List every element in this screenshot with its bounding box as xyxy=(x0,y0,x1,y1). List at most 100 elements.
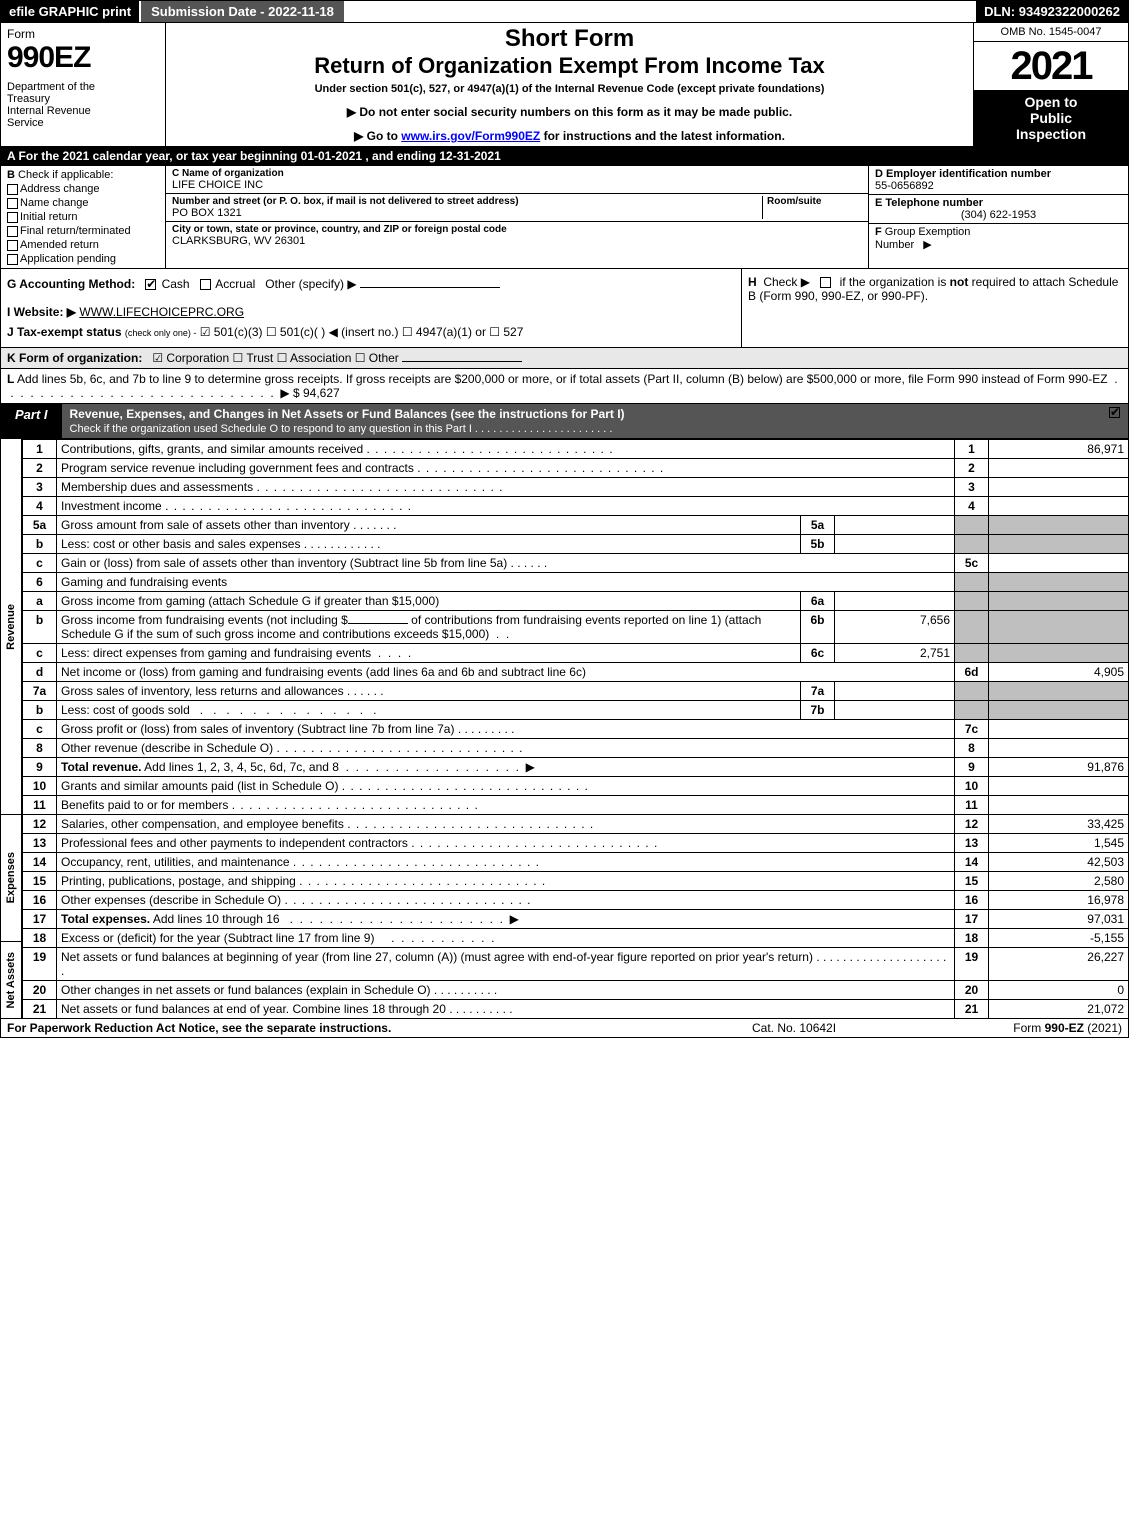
row-gh: G Accounting Method: Cash Accrual Other … xyxy=(0,269,1129,348)
phone-label: E Telephone number xyxy=(875,197,1122,209)
table-row: 17Total expenses. Add lines 10 through 1… xyxy=(23,910,1129,929)
col-b: B Check if applicable: Address change Na… xyxy=(1,166,166,268)
city-value: CLARKSBURG, WV 26301 xyxy=(172,235,862,247)
dln-label: DLN: xyxy=(984,4,1019,19)
table-row: 6Gaming and fundraising events xyxy=(23,573,1129,592)
opt-amended-return[interactable]: Amended return xyxy=(7,239,159,251)
goto-pre: ▶ Go to xyxy=(354,129,401,143)
table-row: 4Investment income 4 xyxy=(23,497,1129,516)
ein-label: D Employer identification number xyxy=(875,168,1122,180)
checkbox-part1[interactable] xyxy=(1109,407,1120,418)
form-header: Form 990EZ Department of theTreasuryInte… xyxy=(0,23,1129,147)
table-row: 7aGross sales of inventory, less returns… xyxy=(23,682,1129,701)
checkbox-icon[interactable] xyxy=(7,254,18,265)
table-row: 5aGross amount from sale of assets other… xyxy=(23,516,1129,535)
city-label: City or town, state or province, country… xyxy=(172,224,862,235)
group-exemption-label: F Group ExemptionNumber ▶ xyxy=(875,226,1122,251)
header-center: Short Form Return of Organization Exempt… xyxy=(166,23,973,146)
ssn-note: ▶ Do not enter social security numbers o… xyxy=(174,105,965,119)
footer-right: Form 990-EZ (2021) xyxy=(952,1021,1122,1035)
h-text: Check ▶ if the organization is not requi… xyxy=(748,275,1118,303)
g-label: G Accounting Method: xyxy=(7,277,135,291)
efile-print-label[interactable]: efile GRAPHIC print xyxy=(1,1,139,22)
h-label: H xyxy=(748,275,757,289)
table-row: 1Contributions, gifts, grants, and simil… xyxy=(23,440,1129,459)
table-row: bGross income from fundraising events (n… xyxy=(23,611,1129,644)
j-label: J Tax-exempt status xyxy=(7,325,122,339)
part1-table: 1Contributions, gifts, grants, and simil… xyxy=(22,439,1129,1019)
header-right: OMB No. 1545-0047 2021 Open toPublicInsp… xyxy=(973,23,1128,146)
table-row: dNet income or (loss) from gaming and fu… xyxy=(23,663,1129,682)
goto-post: for instructions and the latest informat… xyxy=(540,129,785,143)
col-def: D Employer identification number 55-0656… xyxy=(868,166,1128,268)
table-row: 16Other expenses (describe in Schedule O… xyxy=(23,891,1129,910)
l-text: L Add lines 5b, 6c, and 7b to line 9 to … xyxy=(7,372,1118,400)
short-form-title: Short Form xyxy=(174,25,965,53)
opt-application-pending[interactable]: Application pending xyxy=(7,253,159,265)
part1-title: Revenue, Expenses, and Changes in Net As… xyxy=(62,404,1103,438)
tax-year: 2021 xyxy=(974,42,1128,90)
part1-header: Part I Revenue, Expenses, and Changes in… xyxy=(0,404,1129,439)
side-revenue: Revenue Expenses Net Assets xyxy=(0,439,22,1019)
table-row: 21Net assets or fund balances at end of … xyxy=(23,1000,1129,1019)
checkbox-h[interactable] xyxy=(820,277,831,288)
room-label: Room/suite xyxy=(767,196,862,207)
j-sub: (check only one) - xyxy=(125,328,197,338)
col-b-sub: Check if applicable: xyxy=(18,169,113,181)
header-left: Form 990EZ Department of theTreasuryInte… xyxy=(1,23,166,146)
website-value[interactable]: WWW.LIFECHOICEPRC.ORG xyxy=(79,305,244,319)
submission-date: Submission Date - 2022-11-18 xyxy=(139,1,344,22)
phone-value: (304) 622-1953 xyxy=(875,209,1122,221)
footer-cat: Cat. No. 10642I xyxy=(752,1021,952,1035)
row-k: K Form of organization: ☑ Corporation ☐ … xyxy=(0,348,1129,369)
irs-link[interactable]: www.irs.gov/Form990EZ xyxy=(401,129,540,143)
submission-date-label: Submission Date - xyxy=(151,4,268,19)
opt-address-change[interactable]: Address change xyxy=(7,183,159,195)
col-h: H Check ▶ if the organization is not req… xyxy=(741,269,1128,347)
k-label: K Form of organization: xyxy=(7,351,142,365)
org-name-value: LIFE CHOICE INC xyxy=(172,179,862,191)
tbl-wrap: 1Contributions, gifts, grants, and simil… xyxy=(22,439,1129,1019)
part1-check xyxy=(1103,404,1128,438)
street-label: Number and street (or P. O. box, if mail… xyxy=(172,196,762,207)
opt-final-return[interactable]: Final return/terminated xyxy=(7,225,159,237)
table-row: 18Excess or (deficit) for the year (Subt… xyxy=(23,929,1129,948)
opt-name-change[interactable]: Name change xyxy=(7,197,159,209)
part1-note: Check if the organization used Schedule … xyxy=(70,423,613,435)
section-bcdef: B Check if applicable: Address change Na… xyxy=(0,166,1129,269)
arrow-icon: ▶ xyxy=(526,760,535,774)
table-row: bLess: cost of goods sold . . . . . . . … xyxy=(23,701,1129,720)
table-row: bLess: cost or other basis and sales exp… xyxy=(23,535,1129,554)
l-amount: 94,627 xyxy=(303,386,340,400)
omb-number: OMB No. 1545-0047 xyxy=(974,23,1128,42)
table-row: 12Salaries, other compensation, and empl… xyxy=(23,815,1129,834)
table-row: 3Membership dues and assessments 3 xyxy=(23,478,1129,497)
checkbox-icon[interactable] xyxy=(7,226,18,237)
checkbox-cash[interactable] xyxy=(145,279,156,290)
ein-value: 55-0656892 xyxy=(875,180,1122,192)
col-c: C Name of organization LIFE CHOICE INC N… xyxy=(166,166,868,268)
col-b-letter: B xyxy=(7,169,15,181)
checkbox-icon[interactable] xyxy=(7,184,18,195)
checkbox-icon[interactable] xyxy=(7,198,18,209)
table-row: 11Benefits paid to or for members 11 xyxy=(23,796,1129,815)
submission-date-value: 2022-11-18 xyxy=(268,4,334,19)
opt-initial-return[interactable]: Initial return xyxy=(7,211,159,223)
table-row: 13Professional fees and other payments t… xyxy=(23,834,1129,853)
table-row: aGross income from gaming (attach Schedu… xyxy=(23,592,1129,611)
checkbox-icon[interactable] xyxy=(7,212,18,223)
table-row: 8Other revenue (describe in Schedule O) … xyxy=(23,739,1129,758)
footer-left: For Paperwork Reduction Act Notice, see … xyxy=(7,1021,752,1035)
g-other: Other (specify) ▶ xyxy=(265,277,356,291)
checkbox-accrual[interactable] xyxy=(200,279,211,290)
dln-value: 93492322000262 xyxy=(1019,4,1120,19)
table-row: 10Grants and similar amounts paid (list … xyxy=(23,777,1129,796)
col-g: G Accounting Method: Cash Accrual Other … xyxy=(1,269,741,347)
table-row: 20Other changes in net assets or fund ba… xyxy=(23,981,1129,1000)
row-l: L Add lines 5b, 6c, and 7b to line 9 to … xyxy=(0,369,1129,404)
checkbox-icon[interactable] xyxy=(7,240,18,251)
spacer xyxy=(344,1,976,22)
table-row: 19Net assets or fund balances at beginni… xyxy=(23,948,1129,981)
table-row: 9Total revenue. Add lines 1, 2, 3, 4, 5c… xyxy=(23,758,1129,777)
dln: DLN: 93492322000262 xyxy=(976,1,1128,22)
